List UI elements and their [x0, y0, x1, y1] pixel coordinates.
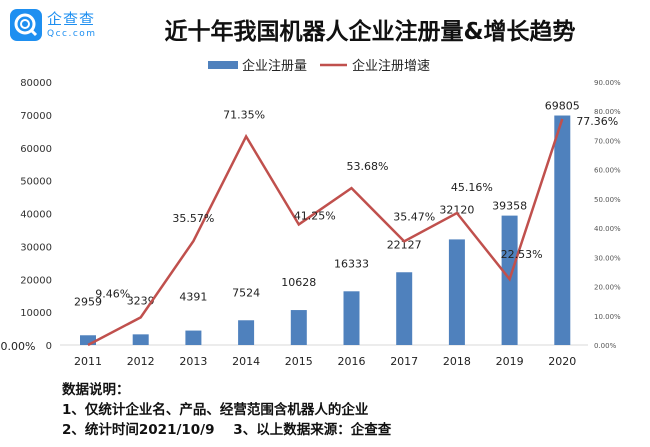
left-axis-tick: 80000 — [20, 78, 52, 89]
legend-bar-label: 企业注册量 — [242, 58, 307, 74]
line-label: 71.35% — [223, 108, 265, 121]
x-axis-tick: 2018 — [443, 355, 471, 368]
bar-2012 — [132, 334, 149, 345]
line-label: 0.00% — [1, 340, 36, 353]
right-axis-tick: 50.00% — [594, 196, 621, 204]
bar-2015 — [290, 310, 307, 345]
left-axis-tick: 0 — [46, 341, 52, 352]
brand-domain: Qcc.com — [47, 29, 97, 39]
left-axis-tick: 70000 — [20, 111, 52, 122]
notes-line-2: 2、统计时间2021/10/9 3、以上数据来源：企查查 — [62, 422, 392, 438]
bar-label: 22127 — [387, 238, 422, 251]
left-axis-tick: 10000 — [20, 308, 52, 319]
bar-label: 10628 — [281, 276, 316, 289]
left-axis-tick: 40000 — [20, 210, 52, 221]
right-axis-tick: 70.00% — [594, 137, 621, 145]
right-axis-tick: 0.00% — [594, 342, 617, 350]
x-axis-tick: 2016 — [338, 355, 366, 368]
right-axis-tick: 30.00% — [594, 254, 621, 262]
line-label: 45.16% — [451, 181, 493, 194]
notes-line-1: 1、仅统计企业名、产品、经营范围含机器人的企业 — [62, 402, 369, 418]
bar-2014 — [238, 320, 255, 345]
bar-2020 — [554, 115, 571, 346]
x-axis-tick: 2014 — [232, 355, 260, 368]
bar-2013 — [185, 330, 202, 345]
right-axis-tick: 80.00% — [594, 108, 621, 116]
left-axis-tick: 20000 — [20, 275, 52, 286]
line-label: 9.46% — [95, 287, 130, 300]
line-label: 35.57% — [172, 212, 214, 225]
bar-label: 7524 — [232, 286, 260, 299]
brand-name: 企查查 — [47, 10, 96, 28]
right-axis-tick: 10.00% — [594, 313, 621, 321]
bar-2017 — [396, 272, 413, 345]
bar-label: 32120 — [439, 203, 474, 216]
line-label: 41.25% — [294, 209, 336, 222]
bar-label: 39358 — [492, 200, 527, 213]
left-axis-tick: 60000 — [20, 144, 52, 155]
x-axis-tick: 2015 — [285, 355, 313, 368]
legend-bar-swatch — [208, 61, 238, 69]
bar-2018 — [448, 239, 465, 345]
right-axis-tick: 40.00% — [594, 225, 621, 233]
right-axis-tick: 90.00% — [594, 79, 621, 87]
bar-label: 16333 — [334, 257, 369, 270]
x-axis-tick: 2017 — [390, 355, 418, 368]
left-axis-tick: 30000 — [20, 242, 52, 253]
bar-label: 3239 — [127, 294, 155, 307]
line-label: 35.47% — [393, 210, 435, 223]
bar-label: 4391 — [179, 291, 207, 304]
bar-label: 69805 — [545, 100, 580, 113]
line-label: 53.68% — [347, 160, 389, 173]
right-axis-tick: 20.00% — [594, 284, 621, 292]
line-label: 22.53% — [501, 248, 543, 261]
right-axis-tick: 60.00% — [594, 167, 621, 175]
chart-title: 近十年我国机器人企业注册量&增长趋势 — [164, 19, 576, 45]
qcc-logo-icon — [10, 9, 42, 41]
x-axis-tick: 2011 — [74, 355, 102, 368]
notes-heading: 数据说明： — [62, 382, 130, 398]
x-axis-tick: 2012 — [127, 355, 155, 368]
bar-2016 — [343, 291, 360, 345]
line-label: 77.36% — [576, 115, 618, 128]
x-axis-tick: 2013 — [179, 355, 207, 368]
growth-line — [87, 118, 564, 347]
x-axis-tick: 2020 — [548, 355, 576, 368]
legend-line-label: 企业注册增速 — [352, 58, 430, 74]
bar-label: 2959 — [74, 295, 102, 308]
notes: 数据说明： 1、仅统计企业名、产品、经营范围含机器人的企业 2、统计时间2021… — [62, 380, 391, 440]
bar-2011 — [80, 335, 96, 345]
left-axis-tick: 50000 — [20, 177, 52, 188]
x-axis-tick: 2019 — [496, 355, 524, 368]
